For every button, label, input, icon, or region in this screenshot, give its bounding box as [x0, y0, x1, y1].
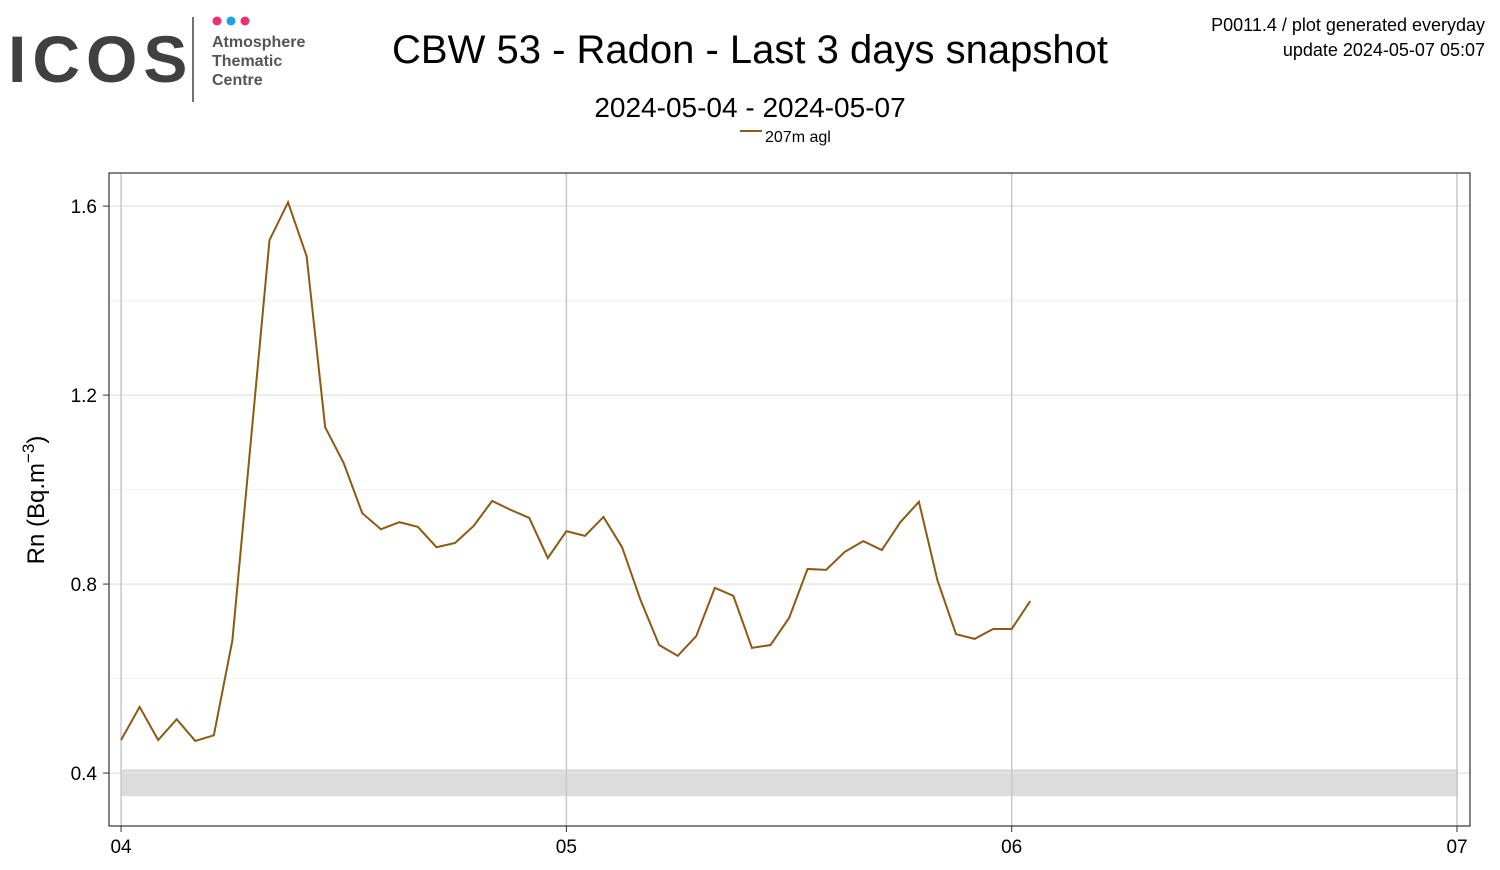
x-tick-label: 07	[1446, 837, 1467, 858]
y-label-sup: −3	[19, 444, 38, 463]
logo-name: ICOS	[8, 22, 193, 96]
y-label-part: Rn (Bq.m	[23, 463, 50, 564]
legend-label: 207m agl	[765, 129, 831, 146]
x-tick-label: 06	[1001, 837, 1022, 858]
logo-text: Thematic	[212, 53, 282, 70]
logo-dot	[226, 16, 236, 26]
y-tick-label: 0.4	[71, 764, 98, 785]
y-tick-label: 1.6	[71, 197, 97, 218]
meta-text: update 2024-05-07 05:07	[1283, 40, 1485, 60]
y-axis-label: Rn (Bq.m−3)	[19, 436, 50, 565]
logo-text: Atmosphere	[212, 34, 305, 51]
x-tick-label: 05	[556, 837, 577, 858]
plot-frame	[108, 172, 1471, 827]
y-label-part: )	[23, 436, 50, 444]
logo-text: Centre	[212, 72, 263, 89]
data-line	[120, 199, 1032, 743]
y-tick-label: 1.2	[71, 386, 97, 407]
meta-text: P0011.4 / plot generated everyday	[1211, 15, 1485, 35]
logo-dot	[212, 16, 222, 26]
chart-subtitle: 2024-05-04 - 2024-05-07	[594, 92, 905, 123]
chart-title: CBW 53 - Radon - Last 3 days snapshot	[392, 28, 1108, 72]
logo-dot	[240, 16, 250, 26]
y-tick-label: 0.8	[71, 575, 97, 596]
x-tick-label: 04	[110, 837, 132, 858]
